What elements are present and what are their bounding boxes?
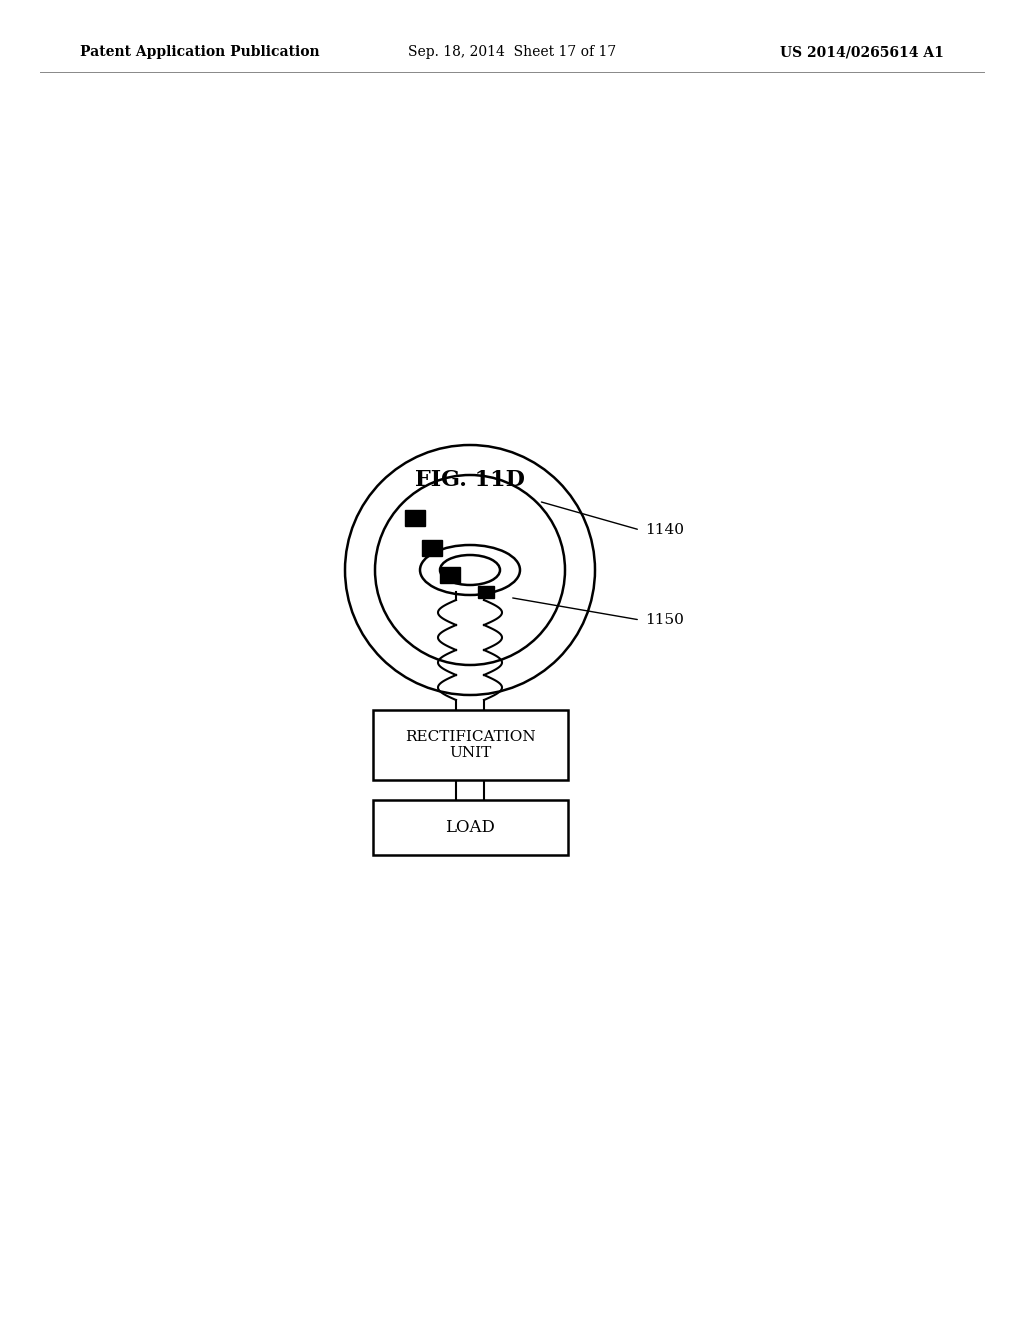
- Text: 1140: 1140: [645, 523, 684, 537]
- Text: FIG. 11D: FIG. 11D: [415, 469, 525, 491]
- Bar: [406, 510, 425, 525]
- Text: Sep. 18, 2014  Sheet 17 of 17: Sep. 18, 2014 Sheet 17 of 17: [408, 45, 616, 59]
- Bar: [422, 540, 442, 556]
- Bar: [478, 586, 494, 598]
- Bar: [373, 800, 567, 855]
- Bar: [440, 568, 460, 583]
- Bar: [373, 710, 567, 780]
- Text: LOAD: LOAD: [445, 818, 495, 836]
- Text: RECTIFICATION
UNIT: RECTIFICATION UNIT: [404, 730, 536, 760]
- Text: US 2014/0265614 A1: US 2014/0265614 A1: [780, 45, 944, 59]
- Text: Patent Application Publication: Patent Application Publication: [80, 45, 319, 59]
- Text: 1150: 1150: [645, 612, 684, 627]
